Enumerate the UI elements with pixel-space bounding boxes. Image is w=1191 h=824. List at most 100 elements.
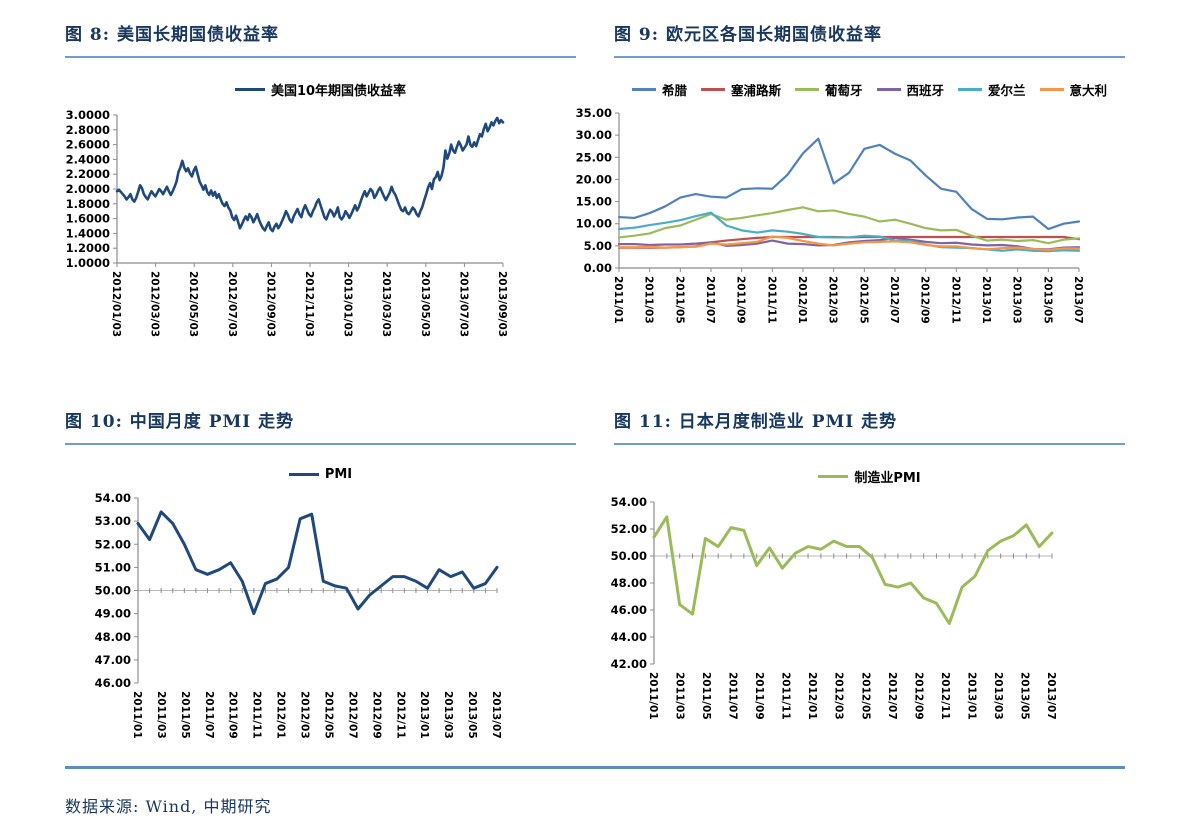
legend-line-swatch xyxy=(700,88,725,91)
svg-text:51.00: 51.00 xyxy=(95,560,131,574)
svg-text:5.00: 5.00 xyxy=(584,239,612,253)
legend-item: 制造业PMI xyxy=(818,467,921,486)
svg-text:48.00: 48.00 xyxy=(95,630,131,644)
svg-text:2011/07: 2011/07 xyxy=(727,672,739,720)
svg-text:2012/09: 2012/09 xyxy=(919,276,931,324)
svg-text:2012/01: 2012/01 xyxy=(275,691,287,739)
svg-text:42.00: 42.00 xyxy=(611,657,647,671)
japan-pmi-line-chart: 制造业PMI 54.00 52.00 50.00 48.00 46.00 44.00 42.0… xyxy=(611,467,1125,742)
svg-text:46.00: 46.00 xyxy=(611,603,647,617)
svg-text:2011/09: 2011/09 xyxy=(753,672,765,720)
svg-text:2012/11: 2012/11 xyxy=(949,276,961,324)
svg-text:20.00: 20.00 xyxy=(576,172,612,186)
svg-text:2.2000: 2.2000 xyxy=(66,167,110,181)
svg-text:2012/11/03: 2012/11/03 xyxy=(303,271,315,337)
figure-8-title: 图 8: 美国长期国债收益率 xyxy=(65,25,279,45)
svg-text:1.2000: 1.2000 xyxy=(66,241,110,255)
svg-text:2013/01: 2013/01 xyxy=(418,691,430,739)
svg-text:2012/03: 2012/03 xyxy=(827,276,839,324)
y-axis: 54.00 52.00 50.00 48.00 46.00 44.00 42.00 xyxy=(611,495,655,671)
legend-line-swatch xyxy=(631,88,656,91)
legend-item: PMI xyxy=(288,467,353,482)
svg-text:53.00: 53.00 xyxy=(95,514,131,528)
svg-text:2011/01: 2011/01 xyxy=(612,276,624,324)
y-axis: 35.00 30.00 25.00 20.00 15.00 10.00 5.00 0.00 xyxy=(576,106,620,275)
svg-text:2012/07/03: 2012/07/03 xyxy=(226,271,238,337)
svg-text:25.00: 25.00 xyxy=(576,150,612,164)
svg-text:2011/05: 2011/05 xyxy=(179,691,191,739)
svg-text:2012/07: 2012/07 xyxy=(346,691,358,739)
svg-text:2012/01: 2012/01 xyxy=(806,672,818,720)
svg-text:2011/09: 2011/09 xyxy=(227,691,239,739)
svg-text:0.00: 0.00 xyxy=(584,261,612,275)
svg-text:2012/01: 2012/01 xyxy=(796,276,808,324)
svg-text:2013/07: 2013/07 xyxy=(1045,672,1057,720)
figures-grid: 图 8: 美国长期国债收益率 美国10年期国债收益率 3.0000 2.8000 2.… xyxy=(65,14,1125,756)
svg-text:2012/09: 2012/09 xyxy=(912,672,924,720)
figure-11-japan-pmi: 图 11: 日本月度制造业 PMI 走势 制造业PMI 54.00 52.00 50.… xyxy=(611,401,1125,756)
svg-text:2012/11: 2012/11 xyxy=(939,672,951,720)
figure-8-us-treasury-yield: 图 8: 美国长期国债收益率 美国10年期国债收益率 3.0000 2.8000 2.… xyxy=(65,14,576,367)
legend-label: PMI xyxy=(324,467,353,482)
svg-text:2.6000: 2.6000 xyxy=(66,138,110,152)
svg-text:2012/09/03: 2012/09/03 xyxy=(264,271,276,337)
legend-item: 塞浦路斯 xyxy=(700,80,781,99)
legend-item: 葡萄牙 xyxy=(794,80,863,99)
svg-text:1.6000: 1.6000 xyxy=(66,212,110,226)
svg-text:2012/05/03: 2012/05/03 xyxy=(187,271,199,337)
svg-text:30.00: 30.00 xyxy=(576,128,612,142)
figure-10-title-rule xyxy=(65,443,576,445)
series-lines xyxy=(115,116,505,233)
svg-text:2012/01/03: 2012/01/03 xyxy=(110,271,122,337)
svg-text:2.8000: 2.8000 xyxy=(66,123,110,137)
legend-item: 西班牙 xyxy=(876,80,945,99)
data-source-note: 数据来源: Wind, 中期研究 xyxy=(65,797,272,816)
svg-text:2013/01: 2013/01 xyxy=(980,276,992,324)
chart-legend: 制造业PMI xyxy=(614,467,1125,486)
svg-text:2013/05/03: 2013/05/03 xyxy=(419,271,431,337)
figure-8-title-rule xyxy=(65,56,576,58)
svg-text:2012/03: 2012/03 xyxy=(299,691,311,739)
svg-text:2013/07: 2013/07 xyxy=(1072,276,1084,324)
svg-text:2011/11: 2011/11 xyxy=(780,672,792,720)
svg-text:2013/01: 2013/01 xyxy=(965,672,977,720)
svg-text:46.00: 46.00 xyxy=(95,676,131,690)
svg-text:2011/01: 2011/01 xyxy=(131,691,143,739)
legend-item: 意大利 xyxy=(1039,80,1108,99)
figure-10-china-pmi: 图 10: 中国月度 PMI 走势 PMI 54.00 53.00 52.00 51.0… xyxy=(65,401,576,756)
svg-text:2011/05: 2011/05 xyxy=(700,672,712,720)
figure-11-title-rule xyxy=(614,443,1125,445)
svg-text:54.00: 54.00 xyxy=(611,495,647,509)
figure-10-title: 图 10: 中国月度 PMI 走势 xyxy=(65,412,295,432)
svg-text:2012/07: 2012/07 xyxy=(888,276,900,324)
svg-text:2012/05: 2012/05 xyxy=(857,276,869,324)
legend-label: 制造业PMI xyxy=(854,471,921,486)
cross-axis-50-line xyxy=(137,588,498,593)
figure-9-title: 图 9: 欧元区各国长期国债收益率 xyxy=(614,25,882,45)
y-axis: 3.00002.80002.60002.40002.20002.00001.80… xyxy=(66,108,118,270)
x-axis xyxy=(618,267,1080,272)
legend-label: 西班牙 xyxy=(906,83,945,98)
series-lines xyxy=(652,515,1054,625)
chart-legend: 希腊 塞浦路斯 葡萄牙 西班牙 爱尔兰 意大利 xyxy=(614,80,1125,99)
footer-divider xyxy=(65,766,1125,769)
china-pmi-line-chart: PMI 54.00 53.00 52.00 51.00 50.00 49.00 48.00 47… xyxy=(65,467,576,756)
legend-label: 葡萄牙 xyxy=(824,83,863,98)
svg-text:2011/03: 2011/03 xyxy=(155,691,167,739)
legend-line-swatch xyxy=(794,88,819,91)
legend-label: 塞浦路斯 xyxy=(730,83,781,98)
legend-label: 希腊 xyxy=(661,83,687,98)
svg-text:2011/07: 2011/07 xyxy=(203,691,215,739)
legend-label: 意大利 xyxy=(1069,83,1108,98)
legend-item: 爱尔兰 xyxy=(958,80,1026,99)
svg-text:2013/03: 2013/03 xyxy=(992,672,1004,720)
legend-item: 美国10年期国债收益率 xyxy=(234,80,406,99)
svg-text:2013/07: 2013/07 xyxy=(490,691,502,739)
svg-text:2011/01: 2011/01 xyxy=(647,672,659,720)
line-chart-svg: 35.0030.0025.0020.0015.0010.005.000.0020… xyxy=(576,106,1084,324)
chart-legend: PMI xyxy=(65,467,576,482)
line-chart-svg: 54.0052.0050.0048.0046.0044.0042.002011/… xyxy=(611,495,1057,720)
svg-text:2011/03: 2011/03 xyxy=(643,276,655,324)
line-chart-svg: 54.00 53.00 52.00 51.00 50.00 49.00 48.00 47.00… xyxy=(95,491,502,739)
report-page: 图 8: 美国长期国债收益率 美国10年期国债收益率 3.0000 2.8000 2.… xyxy=(0,14,1191,817)
